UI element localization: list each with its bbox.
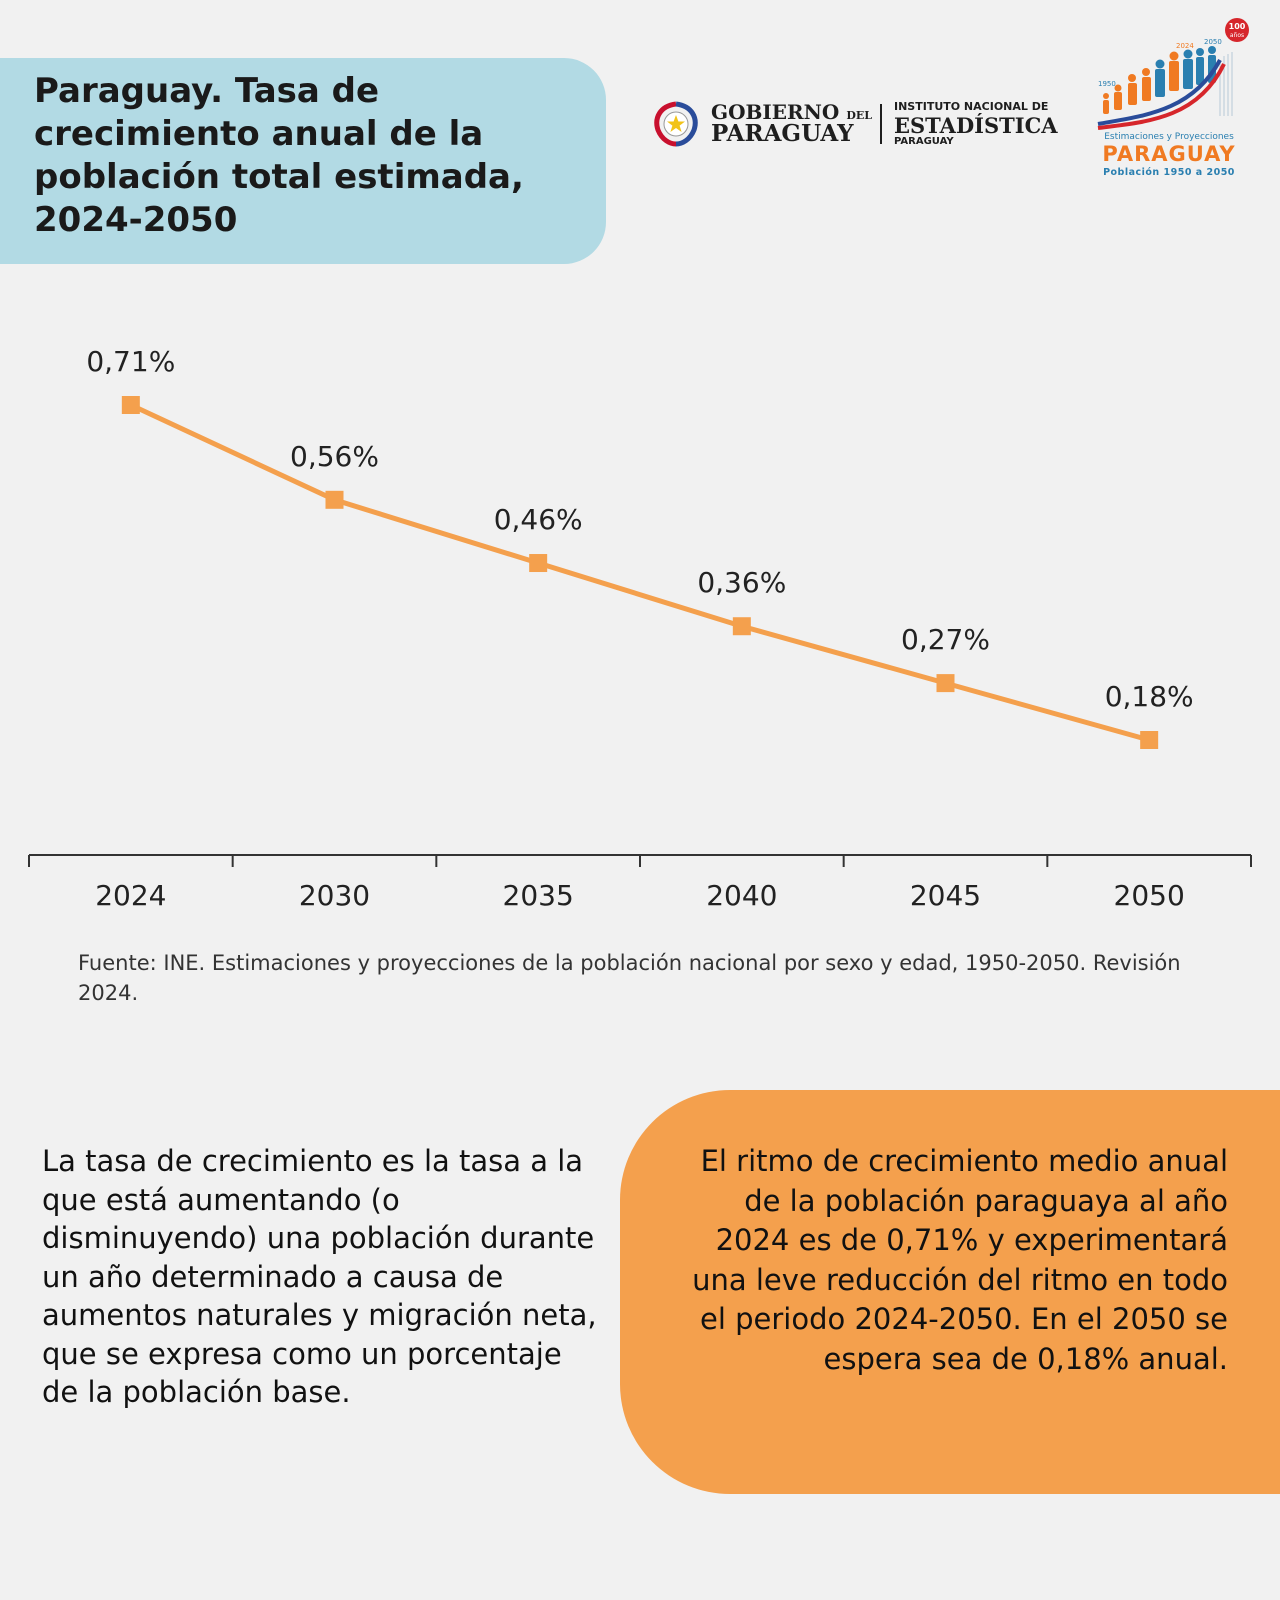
svg-text:años: años xyxy=(1230,32,1244,39)
page-title: Paraguay. Tasa de crecimiento anual de l… xyxy=(34,71,524,240)
projections-period: Población 1950 a 2050 xyxy=(1103,167,1235,178)
ine-name-line1: INSTITUTO NACIONAL DE xyxy=(894,100,1049,113)
svg-text:2050: 2050 xyxy=(1204,38,1222,46)
data-point-marker xyxy=(936,674,955,693)
projections-country: PARAGUAY xyxy=(1102,142,1236,166)
data-label: 0,46% xyxy=(494,503,583,536)
data-point-marker xyxy=(529,554,548,573)
projections-logo: 100 años 1950 2024 2050 Estimaciones y P… xyxy=(1092,16,1262,186)
svg-text:2024: 2024 xyxy=(1176,42,1194,50)
highlight-text: El ritmo de crecimiento medio anual de l… xyxy=(692,1144,1228,1376)
x-tick-label: 2030 xyxy=(299,879,370,912)
gov-name-line2: PARAGUAY xyxy=(711,120,854,147)
x-tick-label: 2045 xyxy=(910,879,981,912)
data-label: 0,18% xyxy=(1105,680,1194,713)
data-label: 0,27% xyxy=(901,623,990,656)
data-label: 0,71% xyxy=(86,345,175,378)
ine-name-line2: ESTADÍSTICA xyxy=(894,113,1058,138)
data-point-marker xyxy=(325,490,344,509)
projections-subtitle: Estimaciones y Proyecciones xyxy=(1104,132,1234,142)
series-line xyxy=(129,402,1150,743)
gov-name-line1: GOBIERNO DEL xyxy=(711,100,872,124)
title-banner xyxy=(0,58,606,264)
data-point-marker xyxy=(1140,731,1159,749)
population-figures-icon: 100 años 1950 2024 2050 xyxy=(1097,18,1249,130)
paraguay-emblem-icon xyxy=(654,101,698,147)
definition-text: La tasa de crecimiento es la tasa a la q… xyxy=(42,1144,597,1409)
data-label: 0,56% xyxy=(290,440,379,473)
x-tick-label: 2024 xyxy=(95,879,166,912)
data-point-marker xyxy=(121,396,140,414)
highlight-box xyxy=(620,1090,1280,1494)
data-label: 0,36% xyxy=(697,566,786,599)
svg-text:100: 100 xyxy=(1229,22,1246,31)
svg-text:1950: 1950 xyxy=(1098,80,1116,88)
x-tick-label: 2050 xyxy=(1114,879,1185,912)
data-point-marker xyxy=(732,617,751,636)
growth-rate-line-chart: 2024 2030 2035 2040 2045 2050 0,71% 0,56% 0,46% 0… xyxy=(28,345,1252,912)
logo-divider xyxy=(880,104,882,144)
government-logo: GOBIERNO DEL PARAGUAY INSTITUTO NACIONAL… xyxy=(650,96,1070,156)
ine-name-line3: PARAGUAY xyxy=(894,136,954,147)
x-tick-label: 2035 xyxy=(503,879,574,912)
x-tick-label: 2040 xyxy=(706,879,777,912)
source-note: Fuente: INE. Estimaciones y proyecciones… xyxy=(78,951,1181,1005)
